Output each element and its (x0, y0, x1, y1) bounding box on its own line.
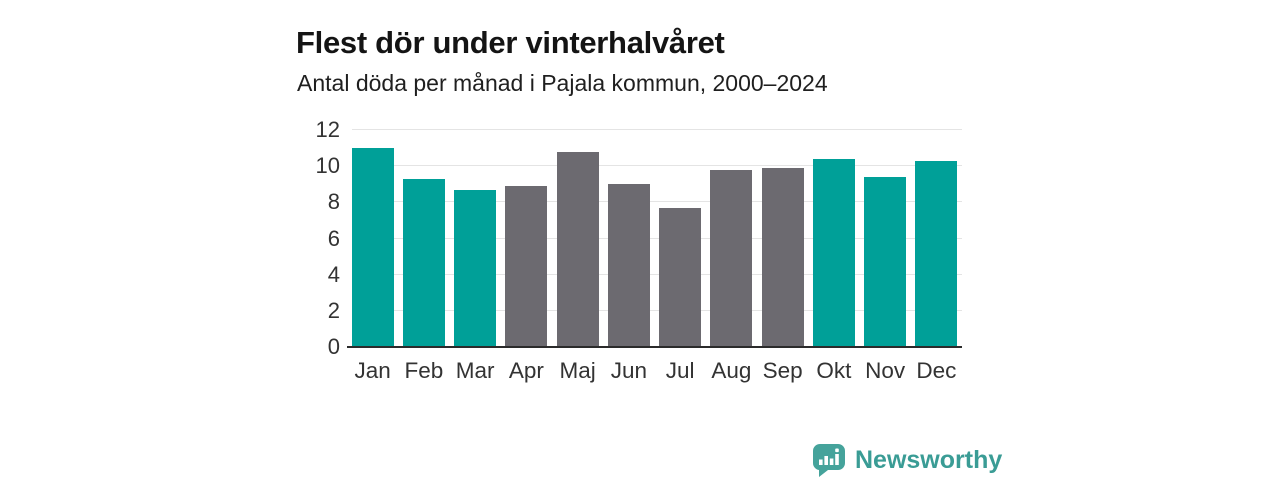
bar-slot-okt (808, 130, 859, 347)
x-tick-label-okt: Okt (816, 358, 852, 383)
x-tick-label-jul: Jul (665, 358, 695, 383)
x-tick-label-nov: Nov (865, 358, 906, 383)
plot-area (347, 129, 962, 348)
bar-feb (402, 178, 445, 347)
x-tick-label-apr: Apr (508, 358, 544, 383)
bar-jan (351, 148, 394, 347)
x-tick-label-sep: Sep (762, 358, 803, 383)
gridline-8 (352, 201, 962, 203)
bar-slot-jan (347, 130, 398, 347)
y-tick-label-6: 6 (327, 225, 340, 251)
bars-container (347, 130, 962, 347)
bar-aug (710, 169, 753, 347)
newsworthy-branding: Newsworthy (812, 443, 1002, 477)
y-tick-label-8: 8 (327, 189, 340, 215)
newsworthy-logo-text: Newsworthy (855, 446, 1003, 474)
y-tick-label-10: 10 (315, 153, 340, 179)
gridline-6 (352, 237, 962, 239)
chart-subtitle: Antal döda per månad i Pajala kommun, 20… (297, 70, 828, 96)
bar-slot-nov (860, 130, 911, 347)
x-axis-line (347, 346, 962, 348)
bar-slot-jun (603, 130, 654, 347)
bar-slot-dec (911, 130, 962, 347)
y-tick-label-12: 12 (315, 117, 340, 142)
x-tick-label-maj: Maj (559, 358, 596, 383)
gridline-10 (352, 165, 962, 167)
gridline-4 (352, 273, 962, 275)
y-tick-label-4: 4 (327, 261, 340, 287)
bar-okt (812, 158, 855, 347)
y-tick-label-2: 2 (327, 297, 340, 323)
x-tick-label-jun: Jun (610, 358, 648, 383)
x-tick-label-feb: Feb (404, 358, 444, 383)
x-axis-labels: Jan Feb Mar Apr Maj Jun Jul Aug Sep Okt Nov Dec (347, 357, 962, 385)
bar-apr (505, 186, 548, 347)
y-tick-label-0: 0 (327, 334, 340, 359)
bar-slot-maj (552, 130, 603, 347)
gridline-12 (352, 129, 962, 130)
x-tick-label-mar: Mar (455, 358, 495, 383)
bar-slot-aug (706, 130, 757, 347)
chart-title: Flest dör under vinterhalvåret (296, 24, 725, 60)
bar-jul (659, 207, 702, 347)
bar-maj (556, 151, 599, 347)
y-axis-labels: 0 2 4 6 8 10 12 (0, 118, 340, 359)
x-tick-label-jan: Jan (354, 358, 391, 383)
bar-mar (454, 189, 497, 347)
newsworthy-logo-icon (812, 444, 845, 477)
x-tick-label-dec: Dec (916, 358, 957, 383)
bar-slot-feb (398, 130, 449, 347)
bar-sep (761, 167, 804, 347)
bar-dec (915, 160, 958, 347)
bar-slot-sep (757, 130, 808, 347)
bar-slot-jul (655, 130, 706, 347)
x-tick-label-aug: Aug (711, 358, 752, 383)
bar-slot-apr (501, 130, 552, 347)
bar-nov (864, 177, 907, 347)
bar-slot-mar (450, 130, 501, 347)
gridline-2 (352, 309, 962, 311)
bar-jun (607, 184, 650, 347)
